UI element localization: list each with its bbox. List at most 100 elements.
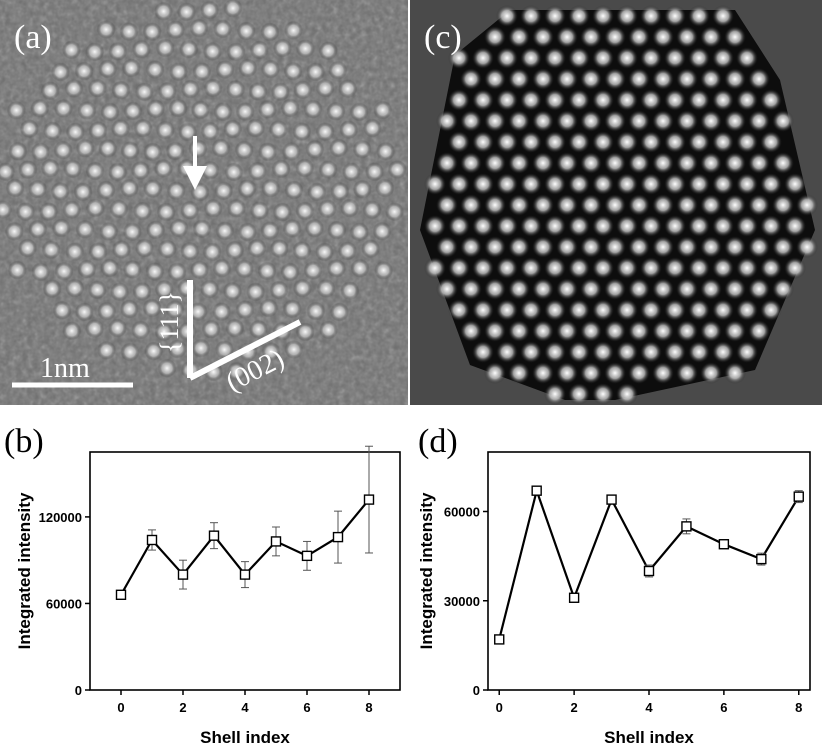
atom-column-c (556, 236, 578, 258)
atom-column-c (652, 26, 674, 48)
atom-column-a (327, 258, 346, 278)
atom-column-a (293, 80, 313, 100)
atom-column-c (676, 362, 698, 384)
atom-column-c (748, 68, 770, 90)
atom-column-a (108, 162, 128, 182)
atom-column-c (628, 110, 650, 132)
atom-column-c (460, 236, 482, 258)
atom-column-c (460, 110, 482, 132)
atom-column-c (460, 152, 482, 174)
atom-column-c (616, 257, 638, 279)
atom-column-a (295, 322, 315, 342)
atom-column-a (156, 202, 176, 222)
atom-column-c (472, 341, 494, 363)
atom-column-a (165, 141, 185, 161)
atom-column-a (339, 120, 359, 140)
atom-column-a (326, 101, 346, 121)
atom-column-c (496, 257, 518, 279)
atom-column-c (676, 320, 698, 342)
chart-b-xtick-label: 2 (179, 700, 186, 715)
atom-column-a (247, 238, 267, 258)
atom-column-c (556, 362, 578, 384)
atom-column-a (111, 80, 131, 100)
scale-bar-label: 1nm (40, 353, 90, 384)
atom-column-a (227, 198, 246, 218)
atom-column-c (772, 152, 794, 174)
atom-column-c (688, 215, 710, 237)
atom-column-a (250, 201, 269, 220)
atom-column-a (87, 280, 107, 300)
atom-column-a (215, 340, 234, 360)
atom-column-a (226, 79, 246, 99)
atom-column-c (604, 236, 626, 258)
atom-column-a (108, 41, 128, 61)
atom-column-a (315, 242, 335, 262)
chart-b-data-point (301, 550, 313, 562)
atom-column-c (760, 89, 782, 111)
arrow-down-icon (183, 136, 207, 190)
atom-column-a (100, 258, 120, 278)
atom-column-c (760, 173, 782, 195)
chart-d-data-point (643, 565, 655, 577)
atom-column-a (6, 100, 26, 120)
chart-d: 0 2 4 6 8 0 30000 60000 Shell index Integrated … (417, 451, 811, 747)
atom-column-c (556, 68, 578, 90)
atom-column-c (760, 257, 782, 279)
atom-column-c (676, 68, 698, 90)
atom-column-c (664, 341, 686, 363)
atom-column-a (214, 181, 234, 201)
atom-column-a (85, 319, 105, 339)
chart-d-data-point (793, 491, 804, 502)
atom-column-c (532, 68, 554, 90)
atom-column-c (568, 341, 590, 363)
atom-column-c (640, 89, 662, 111)
atom-column-c (712, 47, 734, 69)
atom-column-a (155, 38, 175, 58)
atom-column-a (191, 338, 211, 358)
atom-column-c (688, 299, 710, 321)
atom-column-c (448, 173, 470, 195)
atom-column-a (154, 279, 174, 299)
atom-column-a (200, 160, 220, 180)
panel-label-b: (b) (4, 423, 44, 460)
atom-column-a (261, 59, 281, 79)
atom-column-a (65, 242, 85, 262)
atom-column-c (520, 5, 542, 27)
atom-column-a (372, 221, 392, 241)
chart-b-data-point (239, 569, 251, 580)
chart-b-data-point (177, 569, 189, 580)
atom-column-c (724, 194, 746, 216)
atom-column-a (179, 39, 199, 59)
atom-column-c (472, 47, 494, 69)
atom-column-a (143, 142, 163, 162)
atom-column-c (484, 236, 506, 258)
atom-column-c (436, 194, 458, 216)
atom-column-a (282, 219, 302, 238)
atom-column-c (652, 320, 674, 342)
atom-column-a (340, 281, 360, 301)
atom-column-c (568, 257, 590, 279)
atom-column-a (315, 122, 335, 142)
atom-column-a (112, 240, 131, 259)
atom-column-a (51, 218, 71, 238)
atom-column-c (652, 278, 674, 300)
atom-column-a (201, 319, 221, 339)
atom-column-a (42, 279, 62, 299)
atom-column-c (628, 194, 650, 216)
atom-column-a (305, 139, 325, 159)
atom-column-c (508, 278, 530, 300)
atom-column-a (142, 298, 162, 318)
chart-d-data-point (756, 553, 767, 565)
atom-column-a (261, 342, 281, 362)
atom-column-a (261, 178, 281, 198)
chart-d-data (494, 485, 804, 645)
atom-column-c (796, 236, 818, 258)
atom-column-a (318, 41, 338, 61)
atom-column-a (338, 79, 358, 99)
atom-column-a (157, 358, 177, 378)
atom-column-a (259, 298, 279, 318)
atom-column-a (0, 162, 15, 182)
atom-column-a (200, 0, 220, 20)
atom-column-c (592, 215, 614, 237)
